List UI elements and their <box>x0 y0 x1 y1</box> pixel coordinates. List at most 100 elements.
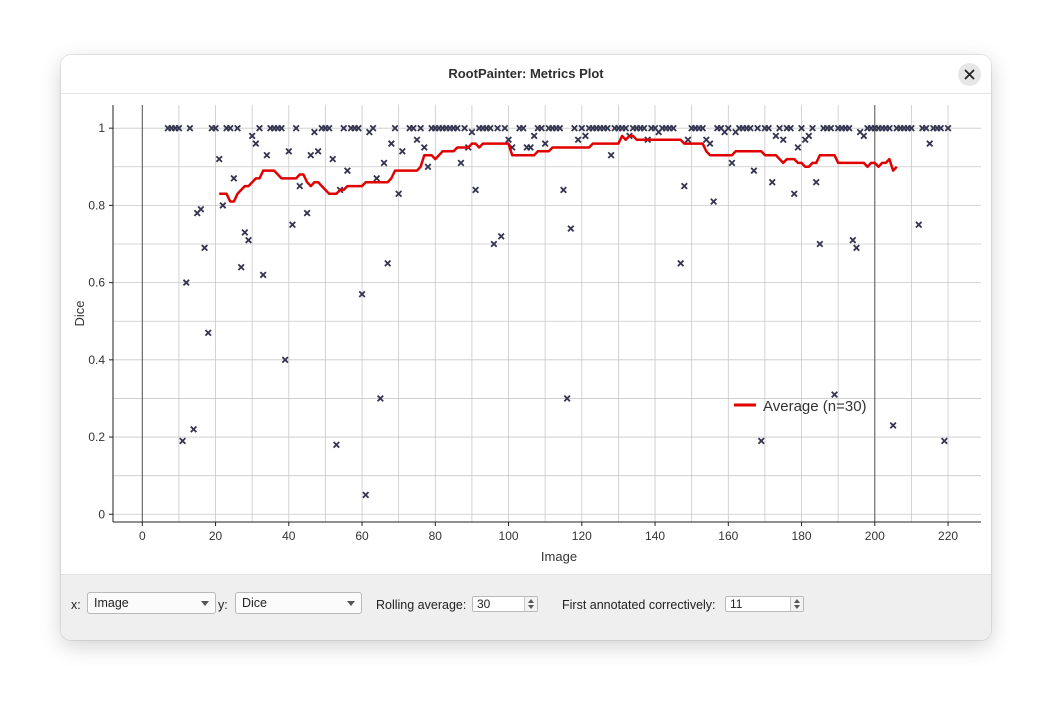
first-annotated-label: First annotated correctively: <box>562 598 716 612</box>
data-point <box>310 128 318 136</box>
chevron-down-icon <box>347 601 355 606</box>
metrics-chart[interactable]: 0 20 40 60 80 100 120 140 160 180 200 220 0 0.2 0.4 0.6… <box>61 94 991 574</box>
data-point <box>849 236 857 244</box>
rolling-average-spinbox[interactable]: 30 <box>472 596 538 612</box>
y-tick-label: 0 <box>98 507 105 521</box>
data-point <box>457 159 465 167</box>
data-point <box>505 136 512 144</box>
data-point <box>241 228 249 236</box>
data-point <box>915 221 923 229</box>
x-tick-label: 120 <box>572 529 592 543</box>
data-point <box>677 259 685 267</box>
data-point <box>215 155 223 163</box>
y-tick-label: 0.2 <box>88 430 105 444</box>
x-tick-label: 100 <box>499 529 519 543</box>
x-axis-title: Image <box>541 549 577 564</box>
data-point <box>582 132 589 140</box>
data-point <box>292 124 300 132</box>
x-axis-label: x: <box>71 598 81 612</box>
data-point <box>179 437 187 445</box>
spin-down-icon[interactable] <box>794 605 800 609</box>
y-axis-select[interactable]: Dice <box>235 592 362 614</box>
data-point <box>812 178 820 186</box>
data-point <box>387 140 395 148</box>
data-point <box>190 425 198 433</box>
data-point <box>182 279 190 287</box>
spin-buttons[interactable] <box>790 597 803 611</box>
data-point <box>622 124 630 132</box>
data-point <box>380 159 388 167</box>
data-point <box>607 151 615 159</box>
data-point <box>944 124 952 132</box>
data-point <box>204 329 212 337</box>
data-point <box>417 124 425 132</box>
x-tick-label: 20 <box>209 529 223 543</box>
data-point <box>373 174 381 182</box>
data-point <box>831 391 838 399</box>
x-tick-label: 200 <box>865 529 885 543</box>
controls-bar: x: Image y: Dice Rolling average: 30 Fir… <box>61 574 991 640</box>
data-point <box>845 124 853 132</box>
plot-area[interactable]: 0 20 40 60 80 100 120 140 160 180 200 220 0 0.2 0.4 0.6… <box>61 94 991 574</box>
data-point <box>230 174 238 182</box>
data-point <box>640 124 648 132</box>
data-point <box>750 167 758 175</box>
y-tick-label: 1 <box>98 121 105 135</box>
data-point <box>219 201 227 209</box>
data-point <box>343 167 351 175</box>
data-point <box>332 441 340 449</box>
spin-up-icon[interactable] <box>794 599 800 603</box>
data-point <box>926 140 934 148</box>
first-annotated-spinbox[interactable]: 11 <box>725 596 804 612</box>
data-point <box>567 225 575 232</box>
spin-buttons[interactable] <box>524 597 537 611</box>
x-tick-label: 60 <box>355 529 369 543</box>
data-point <box>424 163 432 171</box>
data-point <box>248 132 256 140</box>
x-tick-label: 140 <box>645 529 665 543</box>
data-point <box>684 136 692 144</box>
data-point <box>541 140 549 148</box>
data-point <box>303 209 311 217</box>
data-point <box>409 124 417 132</box>
spin-down-icon[interactable] <box>528 605 534 609</box>
data-point <box>226 124 234 132</box>
data-point <box>530 132 538 140</box>
data-point <box>754 124 762 132</box>
data-point <box>940 437 948 445</box>
data-point <box>362 491 370 499</box>
data-point <box>259 271 267 279</box>
y-axis-select-value: Dice <box>242 596 268 610</box>
data-point <box>779 136 787 144</box>
data-point <box>937 124 945 132</box>
data-point <box>860 132 868 140</box>
title-bar: RootPainter: Metrics Plot <box>61 55 991 94</box>
data-point <box>710 198 718 205</box>
data-point <box>768 178 776 186</box>
data-point <box>853 244 860 252</box>
data-point <box>395 190 403 198</box>
y-axis-title: Dice <box>72 300 87 326</box>
x-tick-label: 80 <box>429 529 443 543</box>
data-point <box>798 124 805 132</box>
data-point <box>922 124 930 132</box>
data-point <box>413 136 421 144</box>
spin-up-icon[interactable] <box>528 599 534 603</box>
x-axis-select[interactable]: Image <box>87 592 216 614</box>
rolling-average-value: 30 <box>477 597 491 611</box>
data-point <box>245 236 252 244</box>
data-point <box>329 155 337 163</box>
data-point <box>175 124 183 132</box>
data-point <box>706 140 714 148</box>
data-point <box>746 124 754 132</box>
data-point <box>776 124 784 132</box>
data-point <box>571 124 578 132</box>
data-point <box>519 124 527 132</box>
data-point <box>234 124 241 132</box>
close-button[interactable] <box>958 63 981 86</box>
data-point <box>574 136 582 144</box>
x-tick-label: 40 <box>282 529 296 543</box>
data-point <box>278 124 285 132</box>
y-tick-label: 0.4 <box>88 353 105 367</box>
data-point <box>805 132 813 140</box>
